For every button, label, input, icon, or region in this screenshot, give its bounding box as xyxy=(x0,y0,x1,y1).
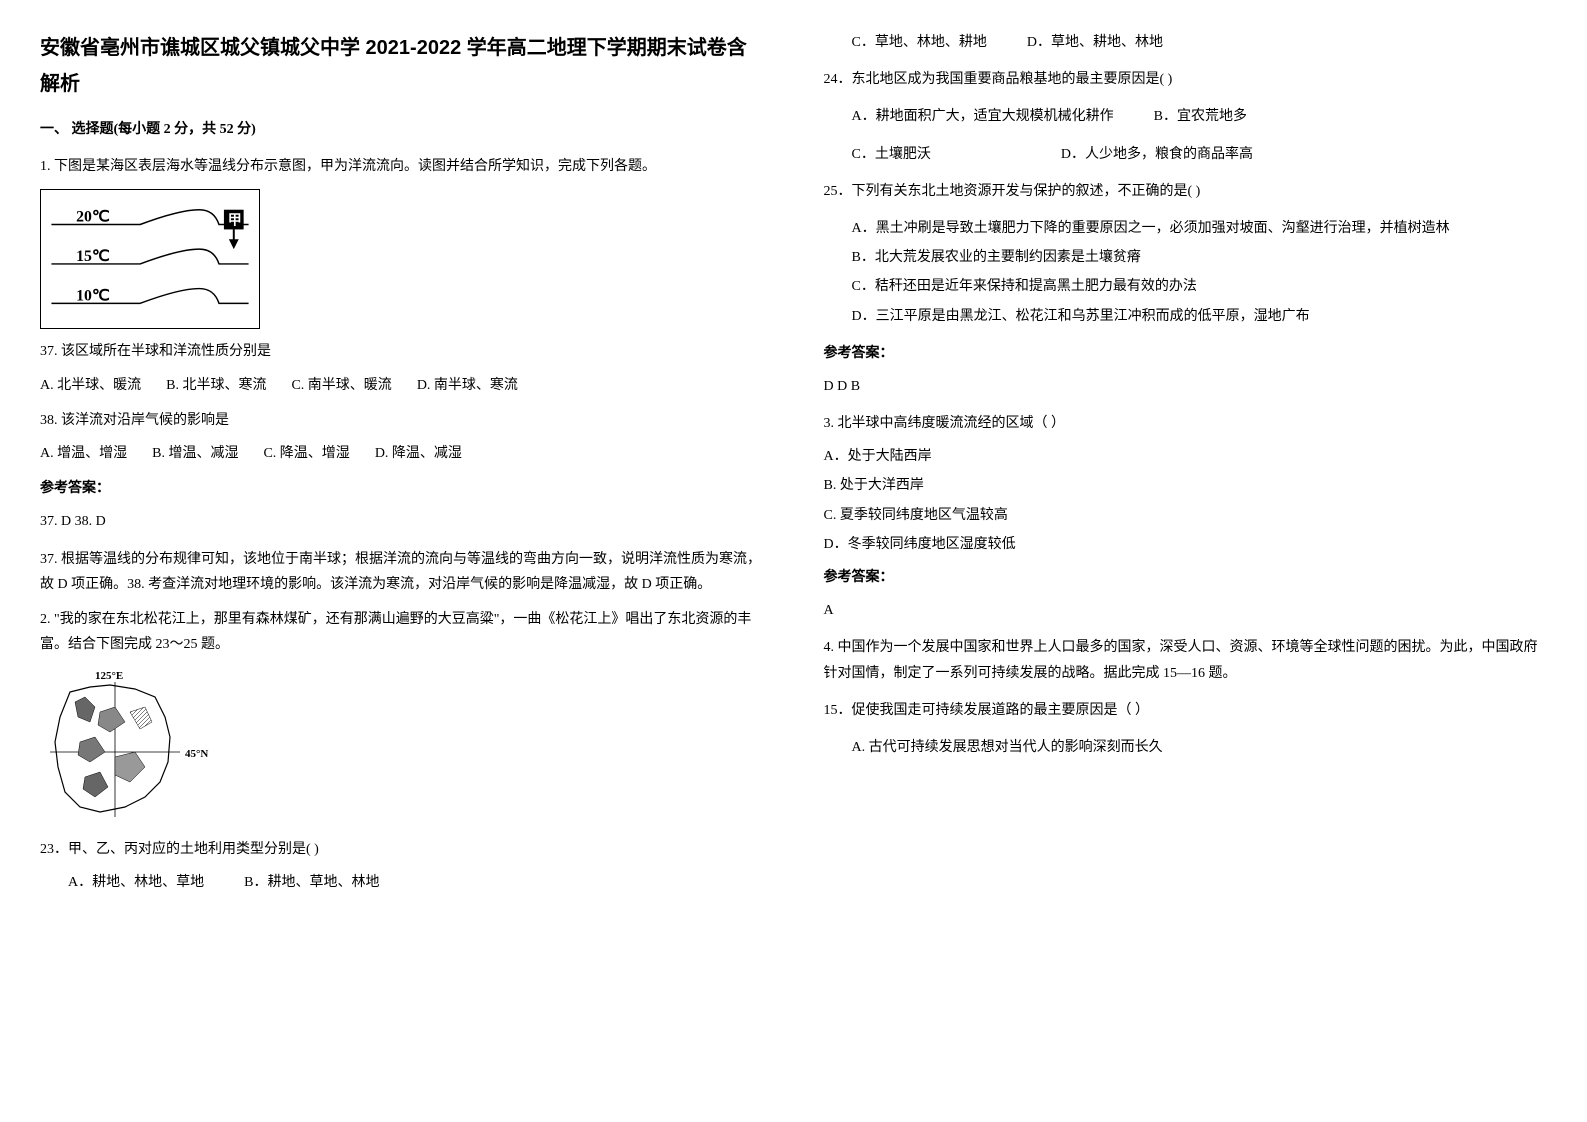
svg-text:45°N: 45°N xyxy=(185,748,208,760)
q24-optD: D．人少地多，粮食的商品率高 xyxy=(1061,142,1253,167)
section-header: 一、 选择题(每小题 2 分，共 52 分) xyxy=(40,117,764,142)
q24-optA: A．耕地面积广大，适宜大规模机械化耕作 xyxy=(824,104,1114,129)
q23-optA: A．耕地、林地、草地 xyxy=(40,870,204,895)
q24-options-row2: C．土壤肥沃 D．人少地多，粮食的商品率高 xyxy=(824,142,1548,167)
q25-optB: B．北大荒发展农业的主要制约因素是土壤贫瘠 xyxy=(824,245,1548,270)
q23-optC: C．草地、林地、耕地 xyxy=(824,30,987,55)
question-1: 1. 下图是某海区表层海水等温线分布示意图，甲为洋流流向。读图并结合所学知识，完… xyxy=(40,154,764,597)
question-4: 4. 中国作为一个发展中国家和世界上人口最多的国家，深受人口、资源、环境等全球性… xyxy=(824,635,1548,760)
q3-optD: D．冬季较同纬度地区湿度较低 xyxy=(824,532,1548,557)
q25-optC: C．秸秆还田是近年来保持和提高黑土肥力最有效的办法 xyxy=(824,274,1548,299)
q24-text: 24．东北地区成为我国重要商品粮基地的最主要原因是( ) xyxy=(824,67,1548,92)
q2-intro: 2. "我的家在东北松花江上，那里有森林煤矿，还有那满山遍野的大豆高粱"，一曲《… xyxy=(40,607,764,657)
svg-text:15℃: 15℃ xyxy=(76,248,110,265)
q1-sub38-text: 38. 该洋流对沿岸气候的影响是 xyxy=(40,408,764,433)
q23-options-row2: C．草地、林地、耕地 D．草地、耕地、林地 xyxy=(824,30,1548,55)
q24-optC: C．土壤肥沃 xyxy=(824,142,931,167)
q23-optB: B．耕地、草地、林地 xyxy=(244,870,379,895)
q23-options-row1: A．耕地、林地、草地 B．耕地、草地、林地 xyxy=(40,870,764,895)
q25-answer-label: 参考答案： xyxy=(824,341,1548,366)
q23-text: 23．甲、乙、丙对应的土地利用类型分别是( ) xyxy=(40,837,764,862)
q1-38-optD: D. 降温、减湿 xyxy=(375,441,462,466)
q1-answer-label: 参考答案： xyxy=(40,476,764,501)
q1-answers: 37. D 38. D xyxy=(40,509,764,534)
q3-optB: B. 处于大洋西岸 xyxy=(824,473,1548,498)
right-column: C．草地、林地、耕地 D．草地、耕地、林地 24．东北地区成为我国重要商品粮基地… xyxy=(824,30,1548,908)
q1-explanation: 37. 根据等温线的分布规律可知，该地位于南半球；根据洋流的流向与等温线的弯曲方… xyxy=(40,547,764,597)
q3-optA: A．处于大陆西岸 xyxy=(824,444,1548,469)
q3-answers: A xyxy=(824,598,1548,623)
page-title: 安徽省亳州市谯城区城父镇城父中学 2021-2022 学年高二地理下学期期末试卷… xyxy=(40,30,764,102)
q25-answers: D D B xyxy=(824,374,1548,399)
q3-text: 3. 北半球中高纬度暖流流经的区域（ ） xyxy=(824,411,1548,436)
question-23: 23．甲、乙、丙对应的土地利用类型分别是( ) A．耕地、林地、草地 B．耕地、… xyxy=(40,837,764,895)
question-2: 2. "我的家在东北松花江上，那里有森林煤矿，还有那满山遍野的大豆高粱"，一曲《… xyxy=(40,607,764,827)
svg-text:甲: 甲 xyxy=(228,213,242,228)
q3-answer-label: 参考答案： xyxy=(824,565,1548,590)
q1-sub37-options: A. 北半球、暖流 B. 北半球、寒流 C. 南半球、暖流 D. 南半球、寒流 xyxy=(40,373,764,398)
question-3: 3. 北半球中高纬度暖流流经的区域（ ） A．处于大陆西岸 B. 处于大洋西岸 … xyxy=(824,411,1548,623)
q25-text: 25．下列有关东北土地资源开发与保护的叙述，不正确的是( ) xyxy=(824,179,1548,204)
isotherm-svg: 20℃ 15℃ 10℃ 甲 xyxy=(41,190,259,328)
q4-sub15-text: 15．促使我国走可持续发展道路的最主要原因是（ ） xyxy=(824,698,1548,723)
q1-38-optC: C. 降温、增湿 xyxy=(263,441,349,466)
map-svg: 125°E 45°N xyxy=(40,667,220,827)
q25-optA: A．黑土冲刷是导致土壤肥力下降的重要原因之一，必须加强对坡面、沟壑进行治理，并植… xyxy=(824,216,1548,241)
q1-37-optA: A. 北半球、暖流 xyxy=(40,373,141,398)
q3-optC: C. 夏季较同纬度地区气温较高 xyxy=(824,503,1548,528)
q1-38-optA: A. 增温、增湿 xyxy=(40,441,127,466)
q24-optB: B．宜农荒地多 xyxy=(1154,104,1247,129)
map-diagram: 125°E 45°N xyxy=(40,667,220,827)
q1-37-optD: D. 南半球、寒流 xyxy=(417,373,518,398)
q23-optD: D．草地、耕地、林地 xyxy=(1027,30,1163,55)
q1-37-optB: B. 北半球、寒流 xyxy=(166,373,266,398)
isotherm-diagram: 20℃ 15℃ 10℃ 甲 xyxy=(40,189,260,329)
q25-optD: D．三江平原是由黑龙江、松花江和乌苏里江冲积而成的低平原，湿地广布 xyxy=(824,304,1548,329)
question-25: 25．下列有关东北土地资源开发与保护的叙述，不正确的是( ) A．黑土冲刷是导致… xyxy=(824,179,1548,329)
q1-37-optC: C. 南半球、暖流 xyxy=(291,373,391,398)
svg-text:10℃: 10℃ xyxy=(76,288,110,305)
q1-sub38-options: A. 增温、增湿 B. 增温、减湿 C. 降温、增湿 D. 降温、减湿 xyxy=(40,441,764,466)
q1-sub37-text: 37. 该区域所在半球和洋流性质分别是 xyxy=(40,339,764,364)
q4-15-optA: A. 古代可持续发展思想对当代人的影响深刻而长久 xyxy=(824,735,1548,760)
q4-intro: 4. 中国作为一个发展中国家和世界上人口最多的国家，深受人口、资源、环境等全球性… xyxy=(824,635,1548,685)
q24-options-row1: A．耕地面积广大，适宜大规模机械化耕作 B．宜农荒地多 xyxy=(824,104,1548,129)
svg-text:125°E: 125°E xyxy=(95,670,123,682)
question-24: 24．东北地区成为我国重要商品粮基地的最主要原因是( ) A．耕地面积广大，适宜… xyxy=(824,67,1548,167)
left-column: 安徽省亳州市谯城区城父镇城父中学 2021-2022 学年高二地理下学期期末试卷… xyxy=(40,30,764,908)
svg-text:20℃: 20℃ xyxy=(76,209,110,226)
q1-38-optB: B. 增温、减湿 xyxy=(152,441,238,466)
q1-intro: 1. 下图是某海区表层海水等温线分布示意图，甲为洋流流向。读图并结合所学知识，完… xyxy=(40,154,764,179)
